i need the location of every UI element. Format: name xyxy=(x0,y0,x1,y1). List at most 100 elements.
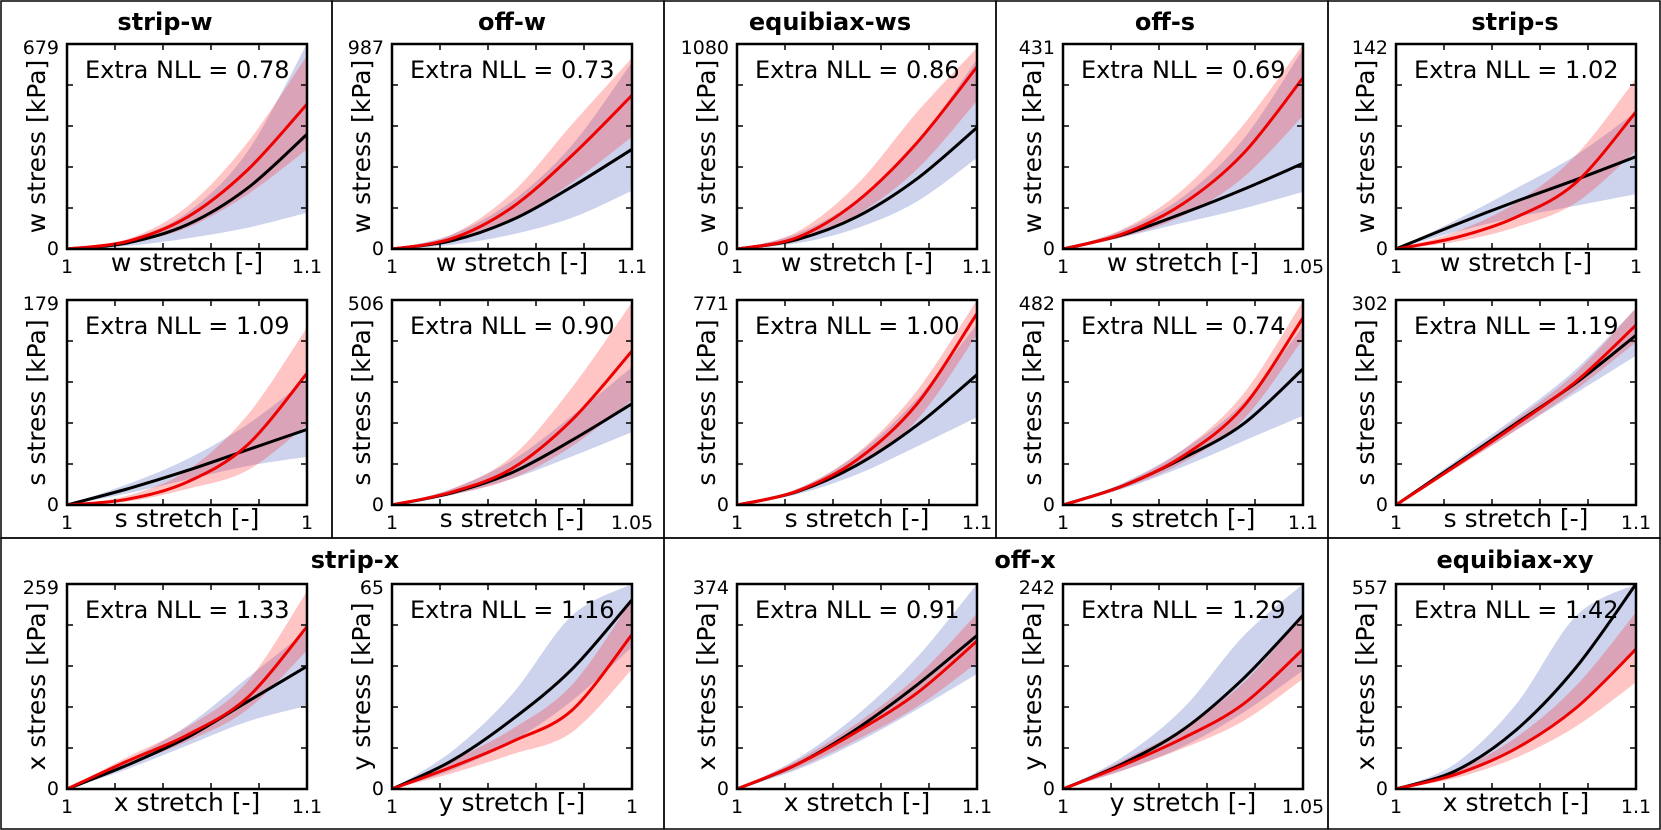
y-tick-label: 0 xyxy=(1376,238,1388,260)
y-tick-label: 65 xyxy=(360,577,384,599)
extra-nll-annotation: Extra NLL = 0.74 xyxy=(1081,312,1285,340)
x-tick-label: 1 xyxy=(386,796,398,818)
model-uncertainty-band xyxy=(1063,584,1303,789)
data-mean-line xyxy=(67,372,307,505)
plots-layer: 1 1.1 0 679 w stretch [-] w stress [kPa] Extra… xyxy=(22,37,1651,818)
model-uncertainty-band xyxy=(737,324,977,505)
plot-frame xyxy=(735,582,979,791)
extra-nll-annotation: Extra NLL = 0.90 xyxy=(410,312,614,340)
extra-nll-annotation: Extra NLL = 0.73 xyxy=(410,56,614,84)
plot-frame xyxy=(735,42,979,251)
data-uncertainty-band xyxy=(1063,44,1303,249)
y-tick-label: 0 xyxy=(1376,494,1388,516)
x-tick-label: 1 xyxy=(61,796,73,818)
extra-nll-annotation: Extra NLL = 1.16 xyxy=(410,596,614,624)
plot-frame xyxy=(1394,582,1638,791)
section-title: equibiax-ws xyxy=(749,8,911,36)
x-tick-label: 1 xyxy=(1390,512,1402,534)
y-axis-label: y stress [kPa] xyxy=(1018,603,1047,771)
x-axis-label: s stretch [-] xyxy=(115,504,260,533)
stress-stretch-plot: 1 1.05 0 242 y stretch [-] y stress [kPa] Extr… xyxy=(1018,577,1324,818)
model-uncertainty-band xyxy=(1063,49,1303,249)
section-title: off-x xyxy=(994,546,1056,574)
x-axis-label: w stretch [-] xyxy=(1107,248,1259,277)
data-mean-line xyxy=(1396,110,1636,249)
extra-nll-annotation: Extra NLL = 1.02 xyxy=(1414,56,1618,84)
data-mean-line xyxy=(1063,76,1303,249)
x-axis-label: w stretch [-] xyxy=(111,248,263,277)
x-tick-label: 1.05 xyxy=(611,512,653,534)
data-mean-line xyxy=(737,639,977,789)
y-axis-label: s stress [kPa] xyxy=(1351,319,1380,485)
model-uncertainty-band xyxy=(67,44,307,249)
data-uncertainty-band xyxy=(1396,78,1636,249)
data-uncertainty-band xyxy=(392,57,632,249)
plot-area xyxy=(67,44,307,249)
y-tick-label: 506 xyxy=(348,293,384,315)
x-tick-label: 1 xyxy=(1057,796,1069,818)
x-axis-label: s stretch [-] xyxy=(440,504,585,533)
plot-frame xyxy=(390,42,634,251)
plot-frame xyxy=(390,298,634,507)
plot-area xyxy=(737,584,977,789)
y-tick-label: 771 xyxy=(693,293,729,315)
data-uncertainty-band xyxy=(1063,300,1303,505)
stress-stretch-plot: 1 1.1 0 374 x stretch [-] x stress [kPa] Extra… xyxy=(692,577,992,818)
extra-nll-annotation: Extra NLL = 1.09 xyxy=(85,312,289,340)
plot-area xyxy=(737,300,977,505)
x-tick-label: 1 xyxy=(61,512,73,534)
data-uncertainty-band xyxy=(1396,612,1636,789)
y-tick-label: 374 xyxy=(693,577,729,599)
x-axis-label: w stretch [-] xyxy=(1440,248,1592,277)
y-tick-label: 1080 xyxy=(681,37,729,59)
model-uncertainty-band xyxy=(392,584,632,789)
y-tick-label: 0 xyxy=(717,494,729,516)
y-tick-label: 0 xyxy=(1043,494,1055,516)
plot-area xyxy=(392,57,632,249)
x-tick-label: 1 xyxy=(301,512,313,534)
data-uncertainty-band xyxy=(737,47,977,249)
y-tick-label: 259 xyxy=(23,577,59,599)
stress-stretch-plot: 1 1.1 0 557 x stretch [-] x stress [kPa] Extra… xyxy=(1351,577,1651,818)
extra-nll-annotation: Extra NLL = 1.00 xyxy=(755,312,959,340)
plot-area xyxy=(67,327,307,505)
section-title: off-w xyxy=(478,8,546,36)
plot-frame xyxy=(735,298,979,507)
plot-area xyxy=(1063,300,1303,505)
y-tick-label: 242 xyxy=(1019,577,1055,599)
model-uncertainty-band xyxy=(1396,584,1636,789)
x-tick-label: 1 xyxy=(61,256,73,278)
data-mean-line xyxy=(737,65,977,249)
y-tick-label: 0 xyxy=(372,238,384,260)
y-tick-label: 987 xyxy=(348,37,384,59)
data-mean-line xyxy=(392,633,632,789)
data-uncertainty-band xyxy=(392,599,632,789)
x-axis-label: y stretch [-] xyxy=(1110,788,1257,817)
x-tick-label: 1 xyxy=(1057,256,1069,278)
plot-area xyxy=(737,47,977,249)
y-axis-label: x stress [kPa] xyxy=(22,603,51,771)
model-mean-line xyxy=(1396,584,1636,789)
y-axis-label: s stress [kPa] xyxy=(347,319,376,485)
y-axis-label: w stress [kPa] xyxy=(692,60,721,234)
section-title: equibiax-xy xyxy=(1437,546,1594,574)
data-mean-line xyxy=(737,312,977,505)
y-axis-label: w stress [kPa] xyxy=(22,60,51,234)
y-tick-label: 302 xyxy=(1352,293,1388,315)
plot-frame xyxy=(1061,582,1305,791)
plot-frame xyxy=(1061,42,1305,251)
plot-frame xyxy=(65,298,309,507)
data-uncertainty-band xyxy=(1063,615,1303,789)
plot-frame xyxy=(65,582,309,791)
extra-nll-annotation: Extra NLL = 0.91 xyxy=(755,596,959,624)
y-tick-label: 0 xyxy=(717,238,729,260)
model-uncertainty-band xyxy=(67,379,307,505)
x-axis-label: w stretch [-] xyxy=(781,248,933,277)
stress-stretch-plot: 1 1.1 0 771 s stretch [-] s stress [kPa] Extra… xyxy=(692,293,992,534)
data-mean-line xyxy=(67,103,307,249)
x-axis-label: w stretch [-] xyxy=(436,248,588,277)
x-tick-label: 1.1 xyxy=(292,796,322,818)
plot-area xyxy=(1063,44,1303,249)
